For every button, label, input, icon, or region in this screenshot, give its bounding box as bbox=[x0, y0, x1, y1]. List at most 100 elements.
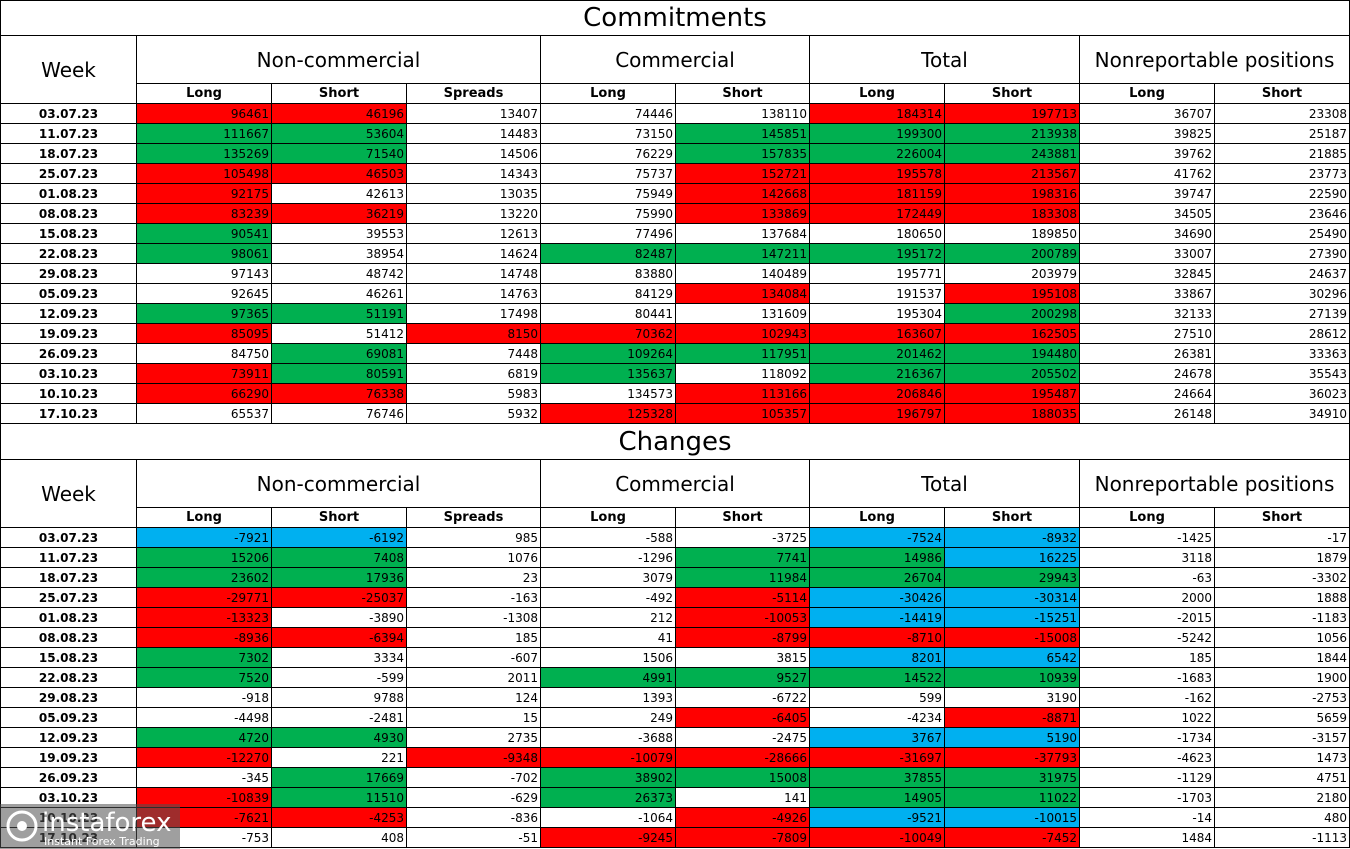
value-cell: 32845 bbox=[1080, 264, 1215, 284]
value-cell: 133869 bbox=[676, 204, 810, 224]
value-cell: -14 bbox=[1080, 808, 1215, 828]
value-cell: 75737 bbox=[541, 164, 676, 184]
week-cell: 05.09.23 bbox=[0, 708, 137, 728]
section-title: Commitments bbox=[0, 0, 1350, 36]
value-cell: 38954 bbox=[272, 244, 407, 264]
value-cell: 184314 bbox=[810, 104, 945, 124]
week-cell: 22.08.23 bbox=[0, 244, 137, 264]
value-cell: 48742 bbox=[272, 264, 407, 284]
value-cell: 65537 bbox=[137, 404, 272, 424]
column-header: Short bbox=[1215, 84, 1350, 104]
value-cell: 4751 bbox=[1215, 768, 1350, 788]
value-cell: 10939 bbox=[945, 668, 1080, 688]
value-cell: 38902 bbox=[541, 768, 676, 788]
value-cell: -5114 bbox=[676, 588, 810, 608]
value-cell: 4930 bbox=[272, 728, 407, 748]
value-cell: 191537 bbox=[810, 284, 945, 304]
value-cell: 213938 bbox=[945, 124, 1080, 144]
value-cell: 480 bbox=[1215, 808, 1350, 828]
value-cell: -4253 bbox=[272, 808, 407, 828]
value-cell: 1484 bbox=[1080, 828, 1215, 848]
value-cell: 197713 bbox=[945, 104, 1080, 124]
value-cell: 206846 bbox=[810, 384, 945, 404]
value-cell: 118092 bbox=[676, 364, 810, 384]
value-cell: 46261 bbox=[272, 284, 407, 304]
value-cell: 195108 bbox=[945, 284, 1080, 304]
value-cell: 97365 bbox=[137, 304, 272, 324]
value-cell: 141 bbox=[676, 788, 810, 808]
value-cell: 5659 bbox=[1215, 708, 1350, 728]
value-cell: -492 bbox=[541, 588, 676, 608]
group-header: Commercial bbox=[541, 460, 810, 508]
column-header: Short bbox=[1215, 508, 1350, 528]
value-cell: 70362 bbox=[541, 324, 676, 344]
value-cell: 31975 bbox=[945, 768, 1080, 788]
value-cell: 6542 bbox=[945, 648, 1080, 668]
value-cell: 142668 bbox=[676, 184, 810, 204]
value-cell: 3767 bbox=[810, 728, 945, 748]
value-cell: 131609 bbox=[676, 304, 810, 324]
value-cell: -15251 bbox=[945, 608, 1080, 628]
week-cell: 29.08.23 bbox=[0, 264, 137, 284]
value-cell: 102943 bbox=[676, 324, 810, 344]
value-cell: 6819 bbox=[407, 364, 541, 384]
value-cell: 29943 bbox=[945, 568, 1080, 588]
group-header: Nonreportable positions bbox=[1080, 36, 1350, 84]
watermark-brand: instaforex bbox=[42, 808, 172, 838]
week-cell: 01.08.23 bbox=[0, 184, 137, 204]
value-cell: 5932 bbox=[407, 404, 541, 424]
value-cell: 17669 bbox=[272, 768, 407, 788]
value-cell: 75990 bbox=[541, 204, 676, 224]
value-cell: 23 bbox=[407, 568, 541, 588]
value-cell: 1900 bbox=[1215, 668, 1350, 688]
week-cell: 29.08.23 bbox=[0, 688, 137, 708]
value-cell: 124 bbox=[407, 688, 541, 708]
value-cell: -1064 bbox=[541, 808, 676, 828]
value-cell: 39762 bbox=[1080, 144, 1215, 164]
value-cell: 17936 bbox=[272, 568, 407, 588]
week-cell: 26.09.23 bbox=[0, 344, 137, 364]
value-cell: -345 bbox=[137, 768, 272, 788]
value-cell: -8932 bbox=[945, 528, 1080, 548]
value-cell: -28666 bbox=[676, 748, 810, 768]
value-cell: 134573 bbox=[541, 384, 676, 404]
value-cell: -3890 bbox=[272, 608, 407, 628]
value-cell: -3157 bbox=[1215, 728, 1350, 748]
week-cell: 18.07.23 bbox=[0, 144, 137, 164]
value-cell: 180650 bbox=[810, 224, 945, 244]
value-cell: -702 bbox=[407, 768, 541, 788]
value-cell: -17 bbox=[1215, 528, 1350, 548]
value-cell: -29771 bbox=[137, 588, 272, 608]
value-cell: 109264 bbox=[541, 344, 676, 364]
value-cell: 26381 bbox=[1080, 344, 1215, 364]
value-cell: 194480 bbox=[945, 344, 1080, 364]
value-cell: 25490 bbox=[1215, 224, 1350, 244]
week-cell: 25.07.23 bbox=[0, 164, 137, 184]
value-cell: -3725 bbox=[676, 528, 810, 548]
value-cell: 1879 bbox=[1215, 548, 1350, 568]
value-cell: 5983 bbox=[407, 384, 541, 404]
value-cell: 162505 bbox=[945, 324, 1080, 344]
week-cell: 03.07.23 bbox=[0, 528, 137, 548]
column-header: Short bbox=[676, 84, 810, 104]
value-cell: 13035 bbox=[407, 184, 541, 204]
value-cell: 33007 bbox=[1080, 244, 1215, 264]
value-cell: 27390 bbox=[1215, 244, 1350, 264]
value-cell: 195578 bbox=[810, 164, 945, 184]
value-cell: 135637 bbox=[541, 364, 676, 384]
value-cell: -31697 bbox=[810, 748, 945, 768]
value-cell: 24637 bbox=[1215, 264, 1350, 284]
value-cell: 3815 bbox=[676, 648, 810, 668]
value-cell: 33867 bbox=[1080, 284, 1215, 304]
value-cell: 9788 bbox=[272, 688, 407, 708]
value-cell: -10839 bbox=[137, 788, 272, 808]
value-cell: 74446 bbox=[541, 104, 676, 124]
value-cell: 185 bbox=[1080, 648, 1215, 668]
value-cell: 41 bbox=[541, 628, 676, 648]
week-cell: 03.10.23 bbox=[0, 364, 137, 384]
value-cell: 12613 bbox=[407, 224, 541, 244]
value-cell: 3118 bbox=[1080, 548, 1215, 568]
value-cell: 212 bbox=[541, 608, 676, 628]
value-cell: 138110 bbox=[676, 104, 810, 124]
value-cell: -10053 bbox=[676, 608, 810, 628]
